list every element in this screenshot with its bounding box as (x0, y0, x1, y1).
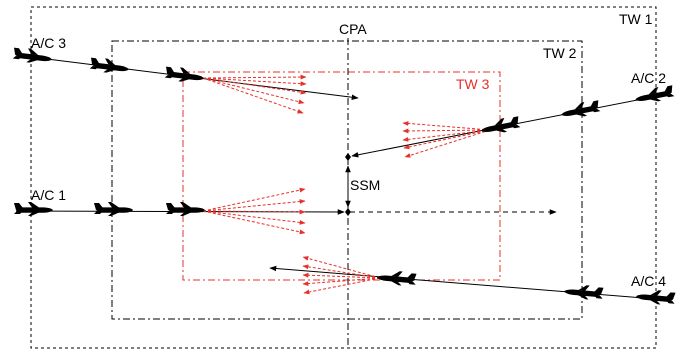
aircraft-icon (89, 56, 130, 76)
cpa-label: CPA (339, 21, 367, 37)
aircraft-icon (94, 202, 133, 216)
ac1-label: A/C 1 (31, 187, 66, 203)
cpa-point-ac1 (345, 208, 351, 216)
aircraft-icon (559, 99, 601, 121)
aircraft-icon (376, 269, 417, 287)
ac4-label: A/C 4 (631, 273, 666, 289)
tw1-label: TW 1 (619, 11, 653, 27)
aircraft-icon (563, 283, 604, 301)
ac4-trajectory (269, 265, 669, 301)
aircraft-icon (633, 84, 675, 106)
tw2-label: TW 2 (543, 45, 577, 61)
ac2-prediction-fan (402, 121, 491, 158)
aircraft-icon (164, 65, 205, 85)
ac3-label: A/C 3 (31, 35, 66, 51)
aircraft-icon (166, 202, 205, 216)
ac4-prediction-fan (302, 256, 381, 295)
tw2-box (111, 40, 583, 320)
tw3-label: TW 3 (456, 76, 490, 92)
ac2-label: A/C 2 (631, 70, 666, 86)
ac1-prediction-fan (202, 187, 306, 235)
tw1-box (30, 6, 657, 349)
ssm-label: SSM (350, 177, 380, 193)
aircraft-icon (14, 202, 53, 216)
ac3-prediction-fan (202, 74, 307, 114)
tw3-box (182, 71, 501, 281)
cpa-point-ac2 (345, 153, 351, 161)
